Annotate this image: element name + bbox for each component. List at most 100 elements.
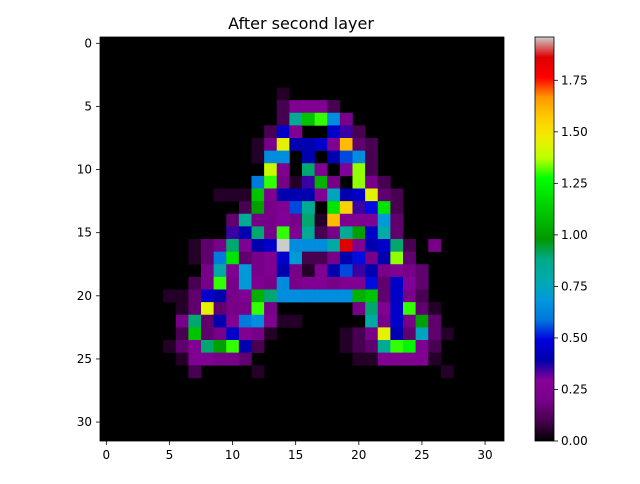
colorbar-tick-label: 1.50 <box>561 125 588 139</box>
heatmap-cell <box>276 138 290 151</box>
heatmap-cell <box>251 289 265 303</box>
heatmap-cell <box>440 365 454 379</box>
heatmap-cell <box>339 239 353 252</box>
heatmap-cell <box>289 201 303 215</box>
heatmap-cell <box>377 251 391 265</box>
heatmap-cell <box>264 314 278 328</box>
heatmap-cell <box>188 340 202 353</box>
heatmap-cell <box>188 251 202 265</box>
heatmap-cell <box>365 163 379 177</box>
heatmap-cell <box>226 314 240 328</box>
heatmap-cell <box>403 264 416 278</box>
heatmap-cell <box>339 188 353 202</box>
heatmap-cell <box>302 138 315 151</box>
y-tick-label: 5 <box>84 99 92 113</box>
heatmap-cell <box>238 188 252 202</box>
heatmap-cell <box>251 340 265 353</box>
heatmap-cell <box>403 327 416 341</box>
heatmap-cell <box>339 213 353 227</box>
heatmap-cell <box>415 264 429 278</box>
heatmap-cell <box>289 264 303 278</box>
heatmap-cell <box>302 175 315 189</box>
heatmap-cell <box>365 150 379 164</box>
heatmap-cell <box>339 112 353 126</box>
heatmap-cell <box>352 264 366 278</box>
x-tick-label: 0 <box>102 448 110 462</box>
heatmap-cell <box>264 125 278 139</box>
heatmap-cell <box>251 201 265 215</box>
heatmap-cell <box>264 239 278 252</box>
heatmap-cell <box>302 112 315 126</box>
heatmap-cell <box>377 239 391 252</box>
heatmap-cell <box>226 213 240 227</box>
colorbar-tick-label: 0.75 <box>561 279 588 293</box>
heatmap-cell <box>251 175 265 189</box>
heatmap-cell <box>415 289 429 303</box>
heatmap-cell <box>327 239 341 252</box>
heatmap-cell <box>390 327 404 341</box>
heatmap-cell <box>238 226 252 240</box>
heatmap-cell <box>352 125 366 139</box>
heatmap-cell <box>327 251 341 265</box>
heatmap-cell <box>226 239 240 252</box>
heatmap-cell <box>175 352 189 366</box>
heatmap-cell <box>201 251 214 265</box>
heatmap-cell <box>251 302 265 316</box>
heatmap-cell <box>352 163 366 177</box>
heatmap-cell <box>314 264 328 278</box>
heatmap-cell <box>390 188 404 202</box>
x-tick-label: 10 <box>225 448 240 462</box>
heatmap-cell <box>327 226 341 240</box>
heatmap-cell <box>238 213 252 227</box>
heatmap-cell <box>327 264 341 278</box>
heatmap-cell <box>314 112 328 126</box>
heatmap-cell <box>415 352 429 366</box>
heatmap-cell <box>276 289 290 303</box>
heatmap-cell <box>213 340 227 353</box>
heatmap-cell <box>213 188 227 202</box>
heatmap-cell <box>327 125 341 139</box>
heatmap-cell <box>289 276 303 290</box>
y-tick-label: 15 <box>77 226 92 240</box>
heatmap-cell <box>188 302 202 316</box>
heatmap-cell <box>390 213 404 227</box>
heatmap-cell <box>365 340 379 353</box>
x-tick-label: 20 <box>351 448 366 462</box>
heatmap-cell <box>264 150 278 164</box>
heatmap-cell <box>428 239 442 252</box>
heatmap-cell <box>377 264 391 278</box>
heatmap-cell <box>276 188 290 202</box>
heatmap-cell <box>314 188 328 202</box>
heatmap-cell <box>403 251 416 265</box>
heatmap-cell <box>428 302 442 316</box>
heatmap-cell <box>226 340 240 353</box>
heatmap-cell <box>377 302 391 316</box>
heatmap-cell <box>365 264 379 278</box>
heatmap-cell <box>276 251 290 265</box>
heatmap-cell <box>238 314 252 328</box>
heatmap-cell <box>352 138 366 151</box>
heatmap-cell <box>327 150 341 164</box>
heatmap-cell <box>276 87 290 101</box>
heatmap-cell <box>377 213 391 227</box>
heatmap-cell <box>238 352 252 366</box>
colorbar-tick-label: 1.00 <box>561 228 588 242</box>
heatmap-cell <box>352 226 366 240</box>
heatmap-cell <box>264 289 278 303</box>
heatmap-cell <box>213 276 227 290</box>
y-tick-label: 20 <box>77 289 92 303</box>
heatmap-cell <box>188 276 202 290</box>
heatmap-cell <box>365 289 379 303</box>
heatmap-cell <box>226 188 240 202</box>
heatmap-cell <box>188 327 202 341</box>
heatmap-cell <box>175 302 189 316</box>
heatmap-cell <box>276 163 290 177</box>
heatmap-cell <box>365 213 379 227</box>
heatmap-cell <box>403 276 416 290</box>
heatmap-cell <box>276 213 290 227</box>
heatmap-cell <box>339 340 353 353</box>
heatmap-cell <box>264 175 278 189</box>
heatmap-cell <box>352 150 366 164</box>
